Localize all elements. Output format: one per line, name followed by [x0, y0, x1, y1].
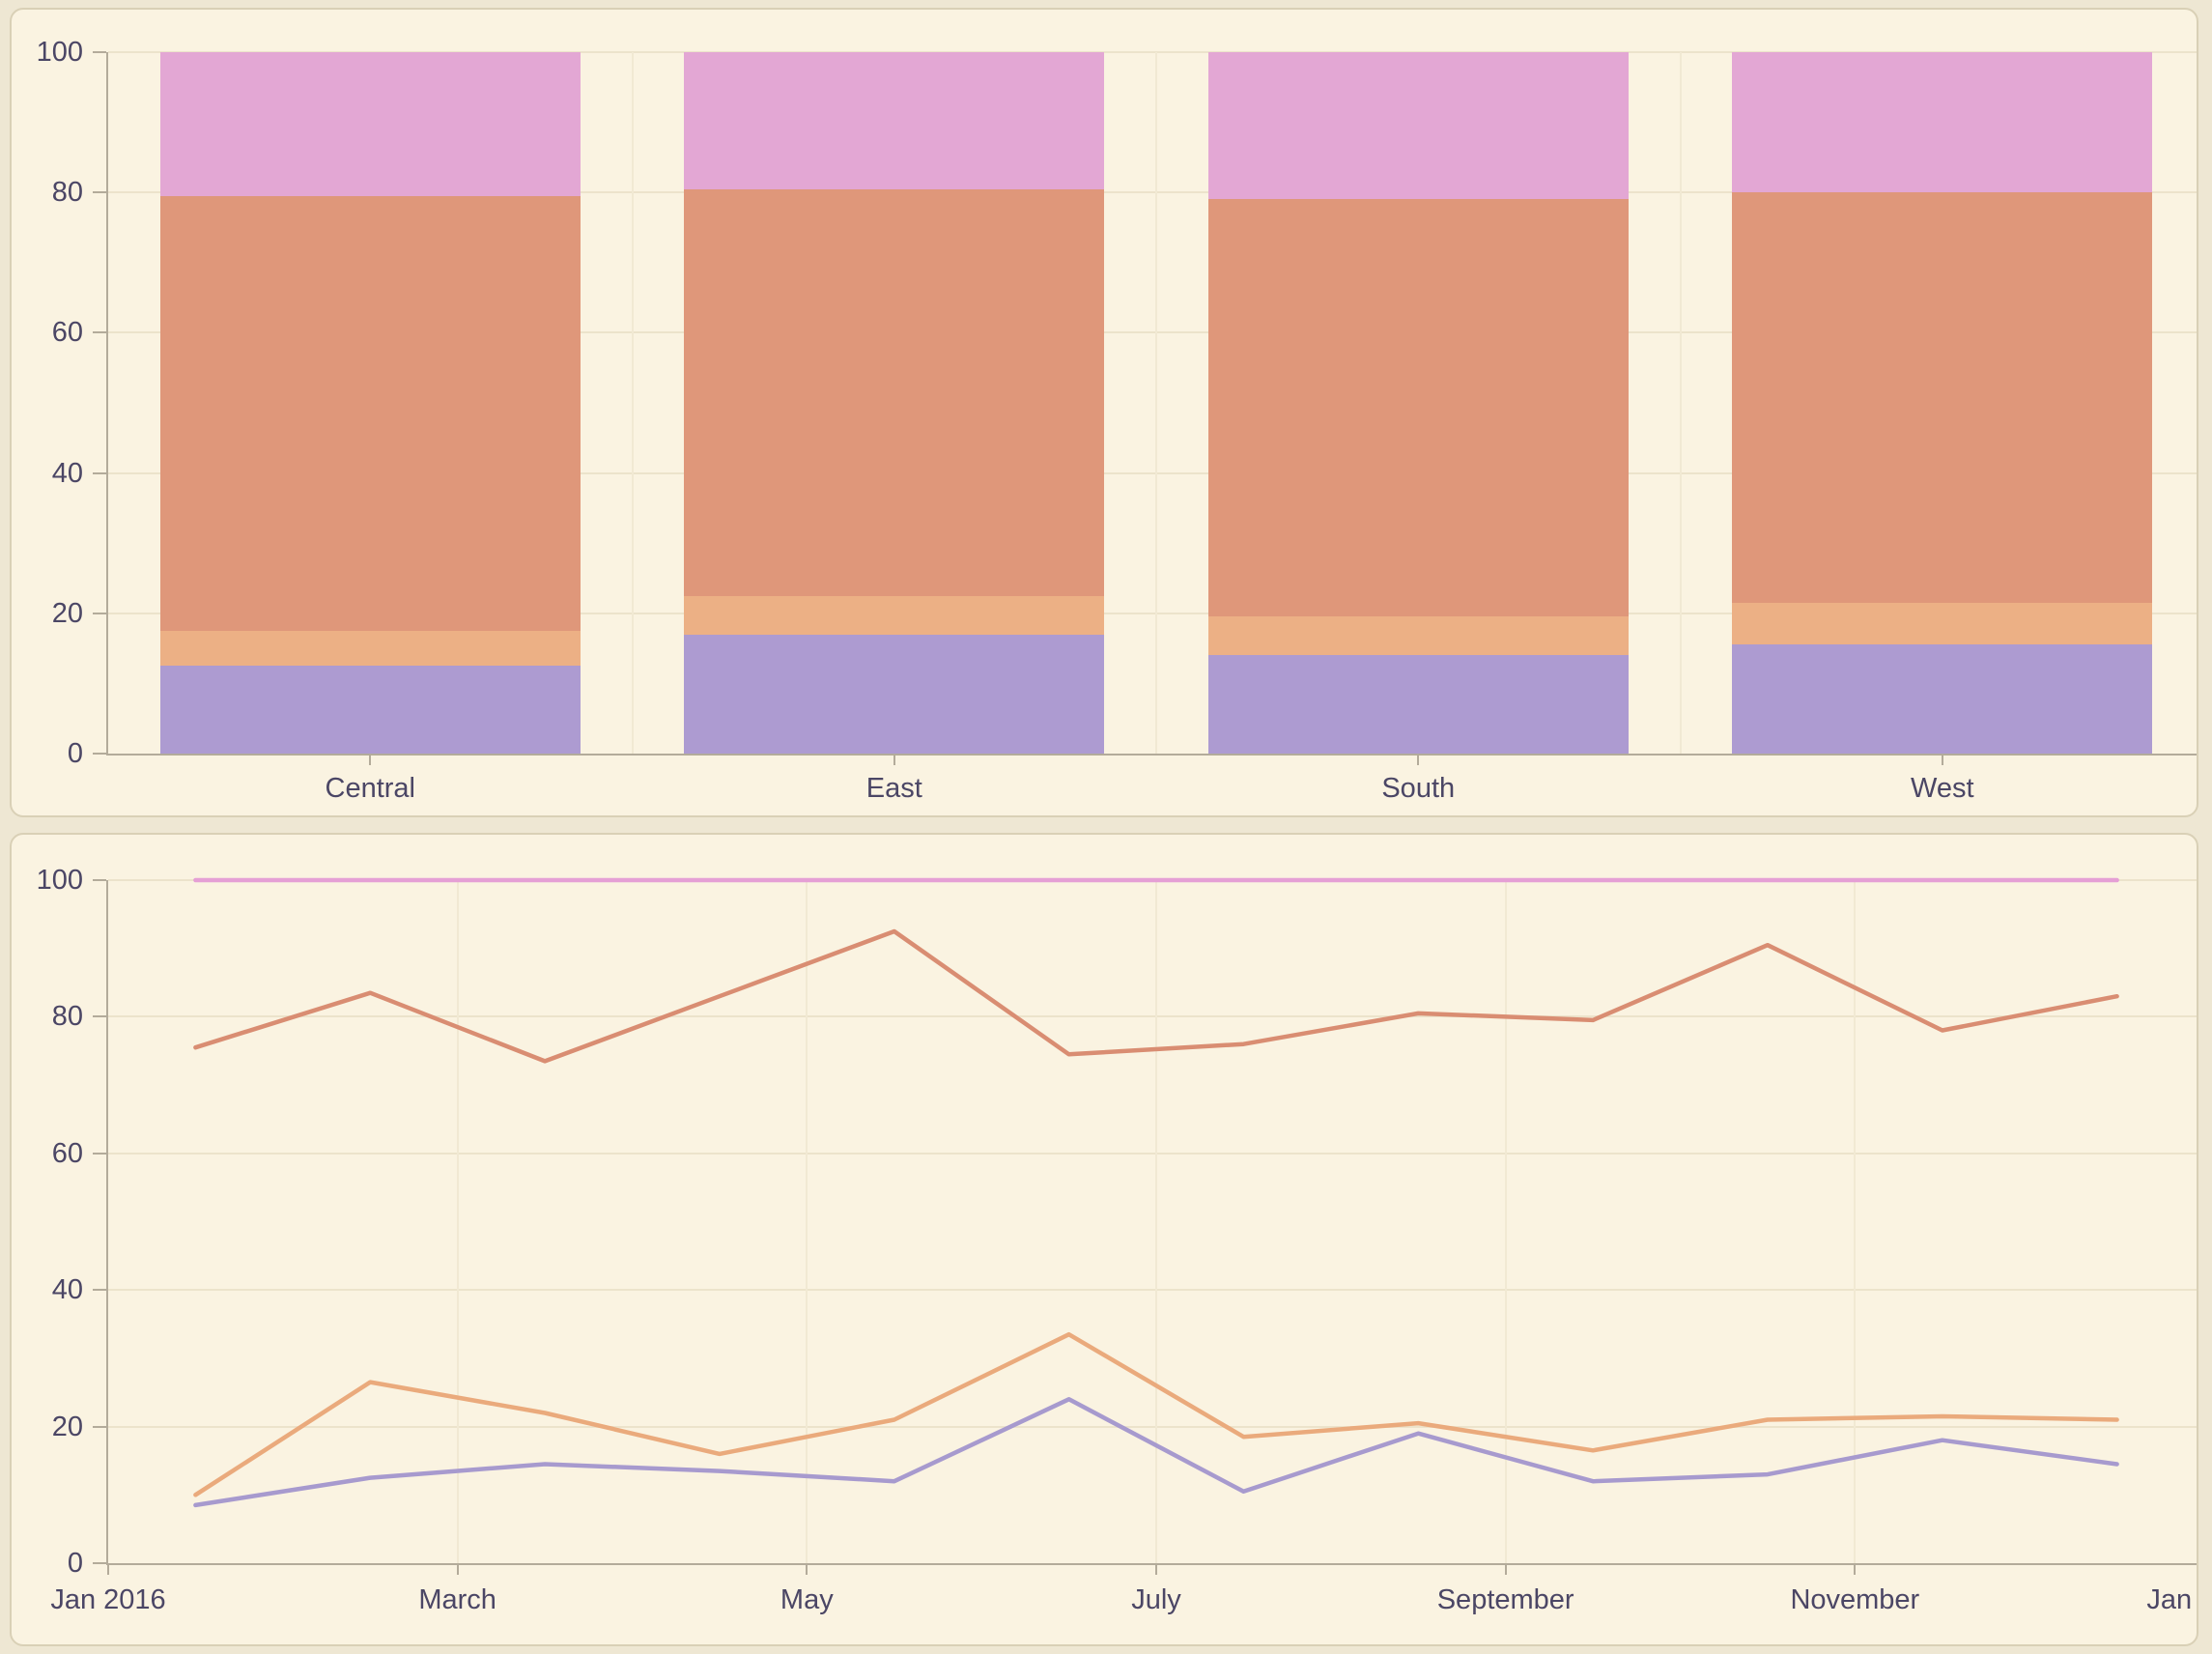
x-axis-tick [456, 1563, 459, 1575]
bar-segment-purple-series[interactable] [684, 634, 1105, 754]
gridline [108, 1425, 2197, 1428]
bar-segment-light-orange-series[interactable] [1732, 602, 2153, 645]
y-axis-tick [93, 1289, 106, 1292]
gridline [108, 331, 2197, 334]
y-axis-label: 0 [67, 738, 83, 769]
stacked-bar-plot-area[interactable]: 0 20 40 60 80 100 Central East South West [37, 38, 2198, 804]
bar-segment-pink-series[interactable] [1732, 52, 2153, 193]
x-axis-label: Jan 2017 [2146, 1584, 2197, 1615]
x-axis-label: November [1790, 1584, 1920, 1615]
bar-slot [633, 52, 1157, 754]
y-axis-label: 80 [51, 177, 83, 209]
bar-west[interactable] [1732, 52, 2153, 754]
x-axis-tick [806, 1563, 808, 1575]
bar-central[interactable] [159, 52, 581, 754]
bar-segment-salmon-series[interactable] [684, 188, 1105, 596]
gridline [108, 471, 2197, 474]
category-label: West [1910, 773, 1974, 804]
line-series-layer [193, 877, 2119, 1508]
line-salmon-series[interactable] [193, 928, 2119, 1064]
y-axis-label: 60 [51, 1137, 83, 1169]
bar-slot [108, 52, 633, 754]
line-chart-plot-area[interactable]: 0 20 40 60 80 100 Jan 2016 March May July Septembe… [37, 866, 2197, 1615]
x-axis-label: March [418, 1584, 496, 1615]
x-axis-label: May [780, 1584, 834, 1615]
y-axis-label: 60 [51, 317, 83, 349]
bar-slot [1681, 52, 2198, 754]
y-axis-tick [93, 879, 106, 881]
y-axis-label: 80 [51, 1001, 83, 1033]
category-separator-gridline [1679, 52, 1682, 754]
gridline [108, 1015, 2197, 1018]
x-axis-label: July [1131, 1584, 1181, 1615]
gridline [108, 1152, 2197, 1155]
x-axis-tick [369, 754, 372, 765]
bar-segment-pink-series[interactable] [1207, 52, 1629, 200]
line-chart-panel: 0 20 40 60 80 100 Jan 2016 March May July Septembe… [10, 833, 2198, 1646]
bar-segment-light-orange-series[interactable] [684, 595, 1105, 635]
line-light-orange-series[interactable] [193, 1331, 2119, 1497]
month-gridline [806, 880, 808, 1563]
category-label: East [865, 773, 922, 804]
bar-slots [108, 52, 2198, 754]
y-axis-label: 20 [51, 1411, 83, 1442]
y-axis-tick [93, 753, 106, 755]
x-axis-tick [893, 754, 895, 765]
bar-segment-pink-series[interactable] [159, 52, 581, 196]
gridline [108, 1289, 2197, 1292]
bar-segment-purple-series[interactable] [1732, 644, 2153, 754]
bar-segment-light-orange-series[interactable] [1207, 616, 1629, 656]
y-axis-label: 40 [51, 1274, 83, 1306]
y-axis-tick [93, 1425, 106, 1428]
bar-south[interactable] [1207, 52, 1629, 754]
gridline [108, 191, 2197, 194]
month-gridline [456, 880, 459, 1563]
y-axis-label: 0 [67, 1548, 83, 1579]
category-separator-gridline [1155, 52, 1157, 754]
x-axis-tick [107, 1563, 109, 1575]
bar-segment-salmon-series[interactable] [1207, 199, 1629, 617]
bar-segment-purple-series[interactable] [159, 666, 581, 754]
x-axis-tick [1504, 1563, 1507, 1575]
y-axis-tick [93, 51, 106, 53]
bar-segment-salmon-series[interactable] [159, 195, 581, 631]
stacked-bar-chart-panel: 0 20 40 60 80 100 Central East South West [10, 8, 2198, 817]
y-axis-tick [93, 1015, 106, 1018]
month-gridline [1504, 880, 1507, 1563]
category-label: Central [325, 773, 416, 804]
y-axis-tick [93, 471, 106, 474]
x-axis-tick [1854, 1563, 1857, 1575]
gridline [108, 51, 2197, 53]
category-separator-gridline [631, 52, 634, 754]
bar-segment-light-orange-series[interactable] [159, 630, 581, 667]
y-axis-tick [93, 1562, 106, 1564]
x-axis-label: September [1436, 1584, 1574, 1615]
x-axis-tick [1417, 754, 1420, 765]
line-purple-series[interactable] [193, 1397, 2119, 1508]
y-axis-tick [93, 1152, 106, 1155]
x-axis-label: Jan 2016 [50, 1584, 166, 1615]
y-axis-tick [93, 612, 106, 614]
y-axis-label: 100 [36, 37, 83, 68]
x-axis-tick [1155, 1563, 1157, 1575]
y-axis-label: 40 [51, 457, 83, 489]
y-axis-tick [93, 191, 106, 194]
x-axis-tick [1941, 754, 1943, 765]
y-axis-label: 100 [36, 865, 83, 896]
y-axis-tick [93, 331, 106, 334]
bar-segment-pink-series[interactable] [684, 52, 1105, 189]
bar-east[interactable] [684, 52, 1105, 754]
gridline [108, 612, 2197, 614]
bar-segment-purple-series[interactable] [1207, 655, 1629, 754]
y-axis-label: 20 [51, 597, 83, 629]
month-gridline [1155, 880, 1157, 1563]
bar-slot [1156, 52, 1681, 754]
bar-segment-salmon-series[interactable] [1732, 192, 2153, 603]
month-gridline [1854, 880, 1857, 1563]
category-label: South [1381, 773, 1456, 804]
